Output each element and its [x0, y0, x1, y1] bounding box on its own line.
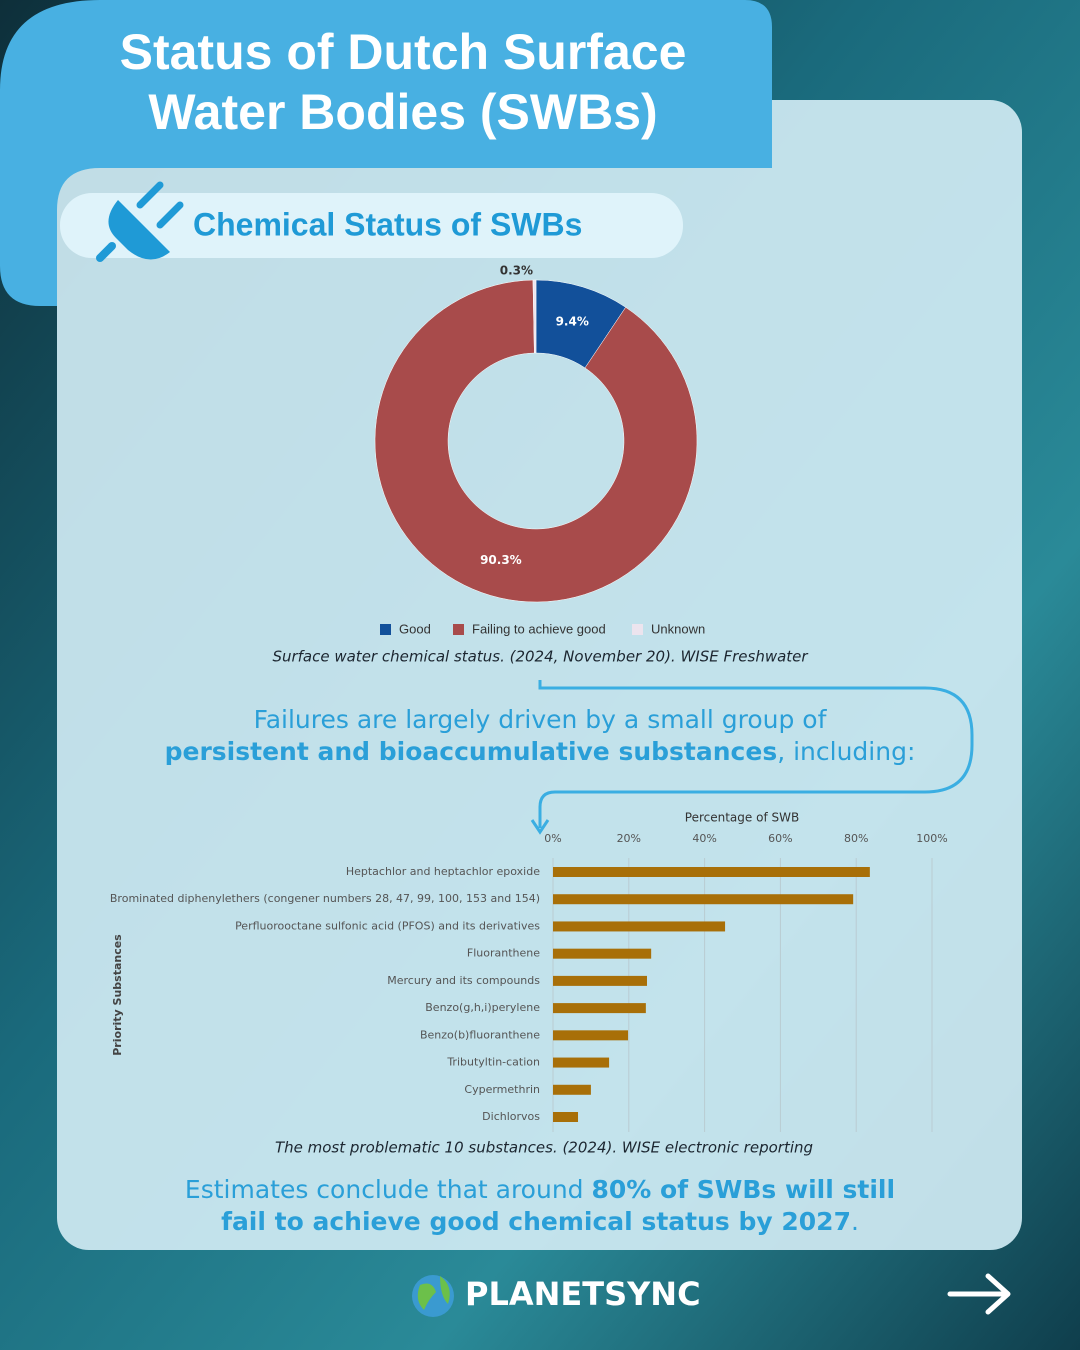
intro-line: persistent and bioaccumulative substance… — [165, 737, 916, 766]
x-tick-label: 40% — [692, 832, 716, 845]
legend-swatch — [453, 624, 464, 635]
conclusion-start: Estimates conclude that around — [185, 1175, 592, 1204]
y-tick-label: Benzo(b)fluoranthene — [420, 1028, 540, 1041]
next-arrow[interactable] — [947, 1273, 1011, 1315]
y-tick-label: Benzo(g,h,i)perylene — [425, 1001, 540, 1014]
plug-icon — [96, 181, 184, 262]
y-tick-label: Heptachlor and heptachlor epoxide — [346, 865, 540, 878]
y-tick-label: Perfluorooctane sulfonic acid (PFOS) and… — [235, 919, 540, 932]
bar — [553, 921, 726, 932]
y-tick-label: Fluoranthene — [467, 947, 540, 960]
x-tick-label: 80% — [844, 832, 868, 845]
y-tick-label: Mercury and its compounds — [387, 974, 540, 987]
y-tick-label: Tributyltin-cation — [446, 1056, 540, 1069]
intro-bold: persistent and bioaccumulative substance… — [165, 737, 778, 766]
logo-icon — [412, 1275, 454, 1317]
bar — [553, 1057, 610, 1068]
brand: PLANETSYNC — [465, 1275, 701, 1313]
bar — [553, 975, 647, 986]
y-tick-label: Brominated diphenylethers (congener numb… — [110, 892, 540, 905]
x-axis-title: Percentage of SWB — [685, 811, 799, 825]
conclusion-line: fail to achieve good chemical status by … — [221, 1207, 859, 1236]
slice-label: 0.3% — [500, 264, 533, 278]
slice-label: 90.3% — [480, 553, 522, 567]
x-tick-label: 20% — [617, 832, 641, 845]
legend-label: Unknown — [651, 621, 705, 636]
conclusion-bold: fail to achieve good chemical status by … — [221, 1207, 851, 1236]
caption: The most problematic 10 substances. (202… — [275, 1139, 813, 1157]
bar — [553, 1030, 629, 1041]
card — [57, 100, 1022, 1250]
title-tab — [0, 0, 772, 306]
caption: Surface water chemical status. (2024, No… — [272, 648, 808, 666]
slice-label: 9.4% — [556, 314, 589, 328]
bar — [553, 1003, 646, 1014]
bar — [553, 1084, 591, 1095]
bar — [553, 1112, 579, 1122]
intro-line: Failures are largely driven by a small g… — [254, 705, 828, 734]
y-tick-label: Dichlorvos — [482, 1110, 540, 1123]
conclusion-line: Estimates conclude that around 80% of SW… — [185, 1175, 895, 1204]
y-axis-title: Priority Substances — [111, 934, 124, 1056]
x-tick-label: 60% — [768, 832, 792, 845]
bar — [553, 867, 870, 877]
bar — [553, 948, 652, 959]
y-tick-label: Cypermethrin — [464, 1083, 540, 1096]
title-line: Water Bodies (SWBs) — [148, 84, 657, 140]
legend-swatch — [380, 624, 391, 635]
conclusion-end: . — [851, 1207, 859, 1236]
donut-slice — [532, 279, 537, 354]
legend-label: Good — [399, 621, 431, 636]
bar — [553, 894, 854, 905]
legend-label: Failing to achieve good — [472, 621, 606, 636]
subtitle: Chemical Status of SWBs — [193, 206, 582, 242]
title-line: Status of Dutch Surface — [120, 24, 687, 80]
connector-arrow — [530, 680, 974, 835]
conclusion-bold: 80% of SWBs will still — [592, 1175, 896, 1204]
x-tick-label: 0% — [544, 832, 561, 845]
donut-slice — [374, 279, 698, 603]
subtitle-pill — [60, 193, 683, 258]
intro-rest: , including: — [777, 737, 915, 766]
x-tick-label: 100% — [916, 832, 947, 845]
legend-swatch — [632, 624, 643, 635]
